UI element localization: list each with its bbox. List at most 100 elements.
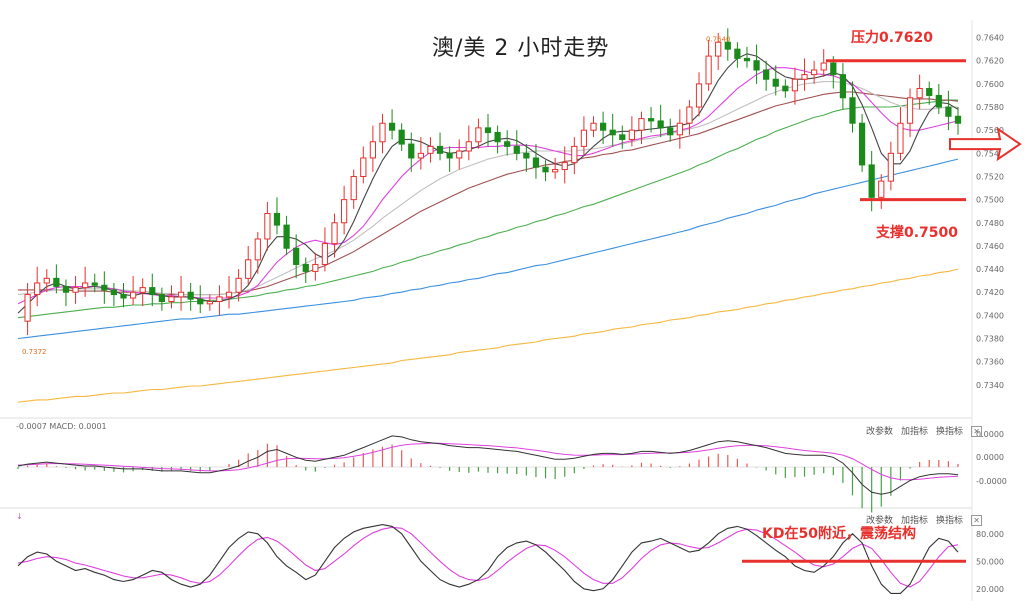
candle-body xyxy=(388,122,396,131)
kd-tick-label: 20.000 xyxy=(976,585,1004,594)
price-tick-label: 0.7520 xyxy=(976,172,1004,181)
candle-body xyxy=(906,97,914,124)
candle-body xyxy=(926,88,933,96)
candle-body xyxy=(935,94,942,108)
kd-switch-indicator-button[interactable]: 换指标 xyxy=(936,516,964,526)
ma120-line xyxy=(17,158,959,340)
candle-body xyxy=(120,294,127,299)
candle-body xyxy=(436,145,444,154)
candle-body xyxy=(91,282,98,286)
candle-body xyxy=(360,157,367,177)
ma30-line xyxy=(18,91,959,296)
price-tick-label: 0.7620 xyxy=(976,57,1004,66)
candle-body xyxy=(494,131,501,143)
ma5-line xyxy=(17,53,959,314)
price-tick-label: 0.7540 xyxy=(976,149,1004,158)
candle-body xyxy=(542,166,549,173)
kd-tick-label: 50.000 xyxy=(976,557,1004,566)
low-price-label: 0.7372 xyxy=(22,348,47,356)
candle-body xyxy=(791,78,799,92)
candle-body xyxy=(53,277,60,287)
price-tick-label: 0.7640 xyxy=(976,34,1004,43)
candle-body xyxy=(24,294,31,322)
kd-info: ↓ xyxy=(16,512,23,521)
candle-body xyxy=(72,287,79,293)
candle-body xyxy=(82,282,89,289)
candle-body xyxy=(839,74,847,99)
candle-body xyxy=(705,55,712,85)
candle-body xyxy=(667,127,674,136)
candle-body xyxy=(321,243,329,265)
candle-body xyxy=(878,180,885,198)
price-tick-label: 0.7400 xyxy=(976,311,1004,320)
ma60-line xyxy=(17,99,958,319)
candle-body xyxy=(312,263,319,272)
candle-body xyxy=(801,74,808,80)
candle-body xyxy=(149,287,156,296)
price-tick-label: 0.7460 xyxy=(976,242,1004,251)
candle-body xyxy=(763,69,770,80)
candle-body xyxy=(206,301,213,305)
candle-body xyxy=(676,122,683,136)
candle-body xyxy=(110,289,118,296)
candle-body xyxy=(599,122,607,131)
candle-body xyxy=(264,213,271,240)
price-tick-label: 0.7440 xyxy=(976,265,1004,274)
candle-body xyxy=(302,263,309,272)
candle-body xyxy=(561,162,568,171)
candle-body xyxy=(504,141,511,147)
candle-body xyxy=(628,129,635,140)
candle-body xyxy=(427,145,434,154)
high-price-label: 0.7640 xyxy=(706,36,731,44)
macd-dif-line xyxy=(17,435,959,495)
candle-body xyxy=(216,296,223,303)
candle-body xyxy=(849,97,856,124)
candle-body xyxy=(820,62,827,71)
candle-body xyxy=(245,259,252,279)
candle-body xyxy=(724,41,731,50)
candle-body xyxy=(341,199,348,224)
candle-body xyxy=(523,152,530,159)
candle-body xyxy=(446,152,453,159)
candle-body xyxy=(369,141,377,159)
support-annotation: 支撑0.7500 xyxy=(876,225,959,241)
macd-close-icon[interactable]: ✕ xyxy=(971,426,983,437)
candle-body xyxy=(647,118,655,122)
candle-body xyxy=(811,69,818,76)
macd-switch-indicator-button[interactable]: 换指标 xyxy=(936,427,964,437)
candle-body xyxy=(868,164,875,198)
candle-body xyxy=(398,129,405,145)
candle-body xyxy=(945,106,952,117)
candle-body xyxy=(638,118,645,131)
candle-body xyxy=(350,175,357,201)
candle-body xyxy=(177,291,185,298)
ma20-line xyxy=(17,81,958,296)
candle-body xyxy=(590,122,597,131)
macd-add-indicator-button[interactable]: 加指标 xyxy=(901,427,929,437)
price-tick-label: 0.7420 xyxy=(976,288,1004,297)
candle-body xyxy=(743,57,751,62)
candle-body xyxy=(187,291,194,300)
kd-add-indicator-button[interactable]: 加指标 xyxy=(901,516,929,526)
kd-close-icon[interactable]: ✕ xyxy=(971,515,983,526)
macd-params-button[interactable]: 改参数 xyxy=(866,427,894,437)
candle-body xyxy=(552,169,559,173)
candle-body xyxy=(34,282,41,296)
candle-body xyxy=(456,150,463,159)
candle-body xyxy=(408,143,415,159)
price-tick-label: 0.7560 xyxy=(976,126,1004,135)
kd-params-button[interactable]: 改参数 xyxy=(866,516,894,526)
candle-body xyxy=(609,129,616,136)
price-tick-label: 0.7380 xyxy=(976,335,1004,344)
candle-body xyxy=(686,106,693,124)
candle-body xyxy=(484,127,492,133)
candle-body xyxy=(465,141,472,152)
candle-body xyxy=(225,291,233,298)
candle-body xyxy=(954,115,962,124)
candle-body xyxy=(331,222,338,245)
kd-toolbar: 改参数 加指标 换指标 ✕ xyxy=(866,513,990,526)
candle-body xyxy=(417,152,424,159)
price-tick-label: 0.7580 xyxy=(976,103,1004,112)
